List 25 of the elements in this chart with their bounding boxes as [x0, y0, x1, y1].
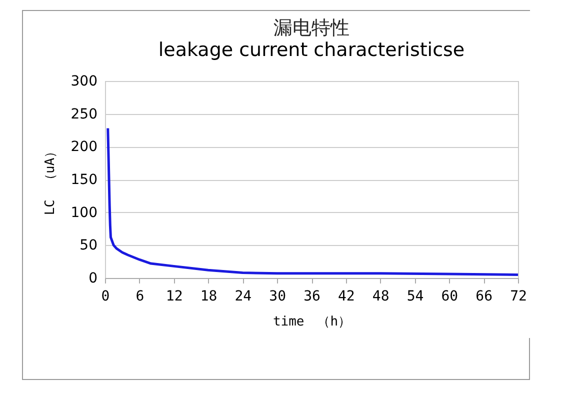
y-tick-label: 50 [80, 238, 98, 254]
x-tick-label: 12 [166, 288, 183, 304]
x-tick-label: 54 [406, 288, 424, 304]
line-series [106, 127, 518, 276]
y-tick-label: 200 [70, 139, 98, 156]
chart-title: 漏电特性 [274, 17, 350, 39]
x-tick-label: 48 [372, 288, 390, 304]
x-tick-label: 0 [101, 288, 110, 304]
y-tick-label: 0 [88, 270, 98, 286]
chart-subtitle: leakage current characteristicse [158, 39, 465, 61]
y-tick-label: 150 [70, 172, 98, 188]
y-tick-label: 300 [70, 74, 98, 90]
x-tick-label: 36 [304, 288, 320, 304]
x-tick-label: 18 [200, 288, 218, 304]
x-tick-label: 60 [441, 288, 458, 304]
y-tick-label: 250 [70, 106, 98, 122]
x-tick-label: 6 [136, 288, 144, 304]
x-tick-label: 66 [476, 288, 493, 304]
x-tick-label: 72 [510, 288, 527, 304]
x-tick-label: 42 [338, 288, 355, 304]
x-axis-title: time （h） [272, 314, 352, 330]
x-tick-label: 30 [269, 288, 286, 304]
x-tick-label: 24 [234, 288, 252, 304]
y-axis-title: LC （uA） [42, 144, 58, 216]
y-tick-label: 100 [70, 204, 98, 221]
